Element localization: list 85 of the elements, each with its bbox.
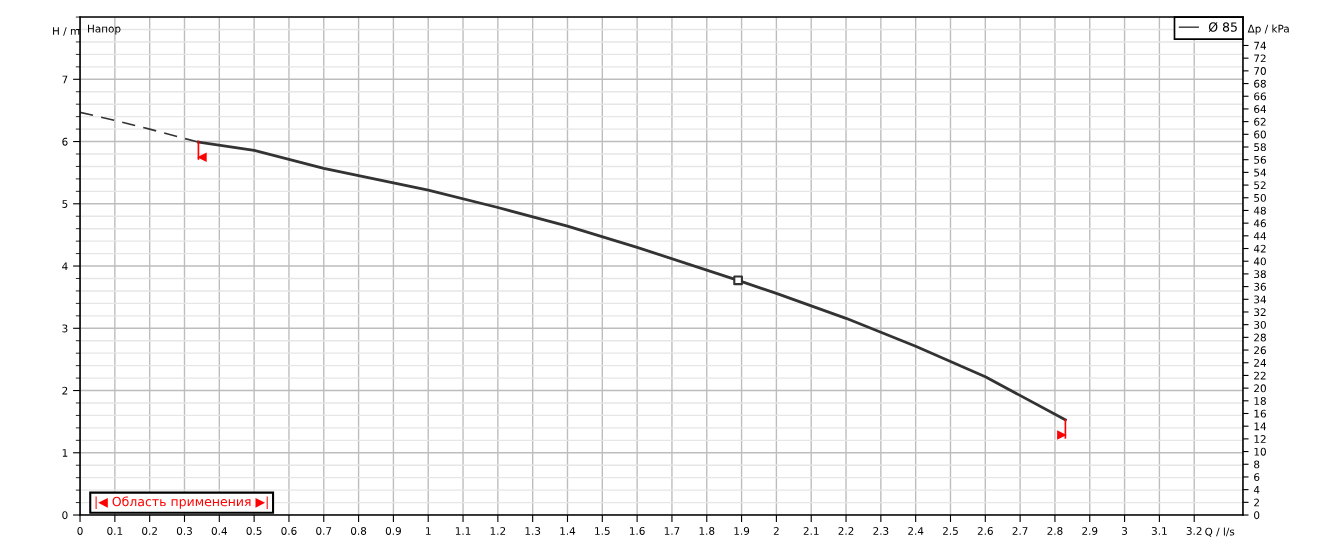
- y2-tick-label: 68: [1254, 79, 1266, 88]
- y2-tick-label: 8: [1254, 460, 1260, 469]
- y2-tick-label: 2: [1254, 498, 1259, 507]
- y2-tick-label: 30: [1254, 320, 1266, 329]
- y2-tick-label: 56: [1254, 155, 1266, 164]
- y2-tick-label: 46: [1253, 219, 1266, 228]
- x-tick-label: 2.3: [873, 527, 889, 535]
- y2-tick-label: 48: [1253, 206, 1266, 215]
- y-tick-label: 4: [62, 262, 68, 270]
- x-tick-label: 1.3: [525, 527, 541, 535]
- x-tick-label: 3.2: [1186, 527, 1202, 535]
- x-tick-label: 0.3: [176, 527, 192, 535]
- y2-tick-label: 10: [1254, 447, 1266, 456]
- y-tick-label: 7: [62, 75, 68, 84]
- y-tick-label: 1: [62, 449, 68, 457]
- y2-tick-label: 40: [1253, 257, 1266, 266]
- x-tick-label: 0.7: [316, 527, 332, 535]
- y2-tick-label: 60: [1254, 130, 1266, 139]
- legend-label: Ø 85: [1208, 22, 1237, 32]
- y2-tick-label: 70: [1254, 67, 1266, 75]
- y2-axis-title: Δp / kPa: [1247, 24, 1289, 35]
- y2-tick-label: 32: [1254, 308, 1266, 317]
- x-tick-label: 1.4: [560, 527, 576, 535]
- y2-tick-label: 58: [1254, 143, 1266, 152]
- x-tick-label: 3: [1122, 527, 1128, 535]
- x-tick-label: 0.6: [281, 527, 297, 535]
- x-tick-label: 1.8: [699, 527, 715, 535]
- y2-tick-label: 50: [1254, 193, 1266, 202]
- x-tick-label: 0.1: [107, 527, 123, 535]
- y-tick-label: 6: [62, 137, 68, 146]
- y-tick-label: 2: [62, 386, 68, 395]
- x-tick-label: 2.6: [977, 527, 993, 535]
- x-tick-label: 2.4: [908, 527, 924, 535]
- y2-tick-label: 28: [1254, 333, 1266, 342]
- annotation: Напор: [88, 24, 121, 35]
- x-tick-label: 1.2: [490, 527, 506, 535]
- y-tick-label: 3: [62, 324, 68, 333]
- y2-tick-label: 16: [1254, 409, 1266, 418]
- x-tick-label: 0: [77, 527, 83, 535]
- x-tick-label: 1.9: [734, 527, 750, 535]
- y2-tick-label: 22: [1254, 371, 1266, 380]
- y2-tick-label: 14: [1254, 422, 1267, 431]
- x-tick-label: 0.8: [350, 527, 367, 535]
- y2-tick-label: 38: [1254, 270, 1266, 279]
- x-tick-label: 1: [426, 527, 431, 535]
- x-tick-label: 0.2: [142, 527, 157, 535]
- y-tick-label: 0: [62, 511, 68, 520]
- y2-tick-label: 54: [1254, 168, 1267, 177]
- y2-tick-label: 64: [1254, 105, 1267, 114]
- y-tick-label: 5: [62, 200, 68, 208]
- x-tick-label: 0.5: [246, 527, 262, 535]
- x-tick-label: 2.7: [1012, 527, 1028, 535]
- x-tick-label: 1.5: [595, 527, 610, 535]
- y2-tick-label: 0: [1254, 511, 1260, 520]
- x-tick-label: 1.1: [455, 527, 471, 535]
- y2-tick-label: 66: [1254, 92, 1266, 101]
- annotation: ▶: [1057, 430, 1067, 440]
- y2-tick-label: 44: [1253, 232, 1267, 240]
- y2-tick-label: 20: [1254, 384, 1266, 393]
- x-tick-label: 3.1: [1151, 527, 1167, 535]
- y2-tick-label: 24: [1254, 358, 1267, 367]
- y2-tick-label: 62: [1254, 117, 1266, 126]
- y2-tick-label: 6: [1254, 473, 1260, 482]
- y2-tick-label: 36: [1254, 282, 1266, 291]
- x-tick-label: 1.6: [629, 527, 645, 535]
- y2-tick-label: 12: [1254, 435, 1266, 443]
- annotation: |◀ Область применения ▶|: [95, 496, 268, 510]
- x-tick-label: 2.9: [1082, 527, 1098, 535]
- x-tick-label: 2.5: [942, 527, 958, 535]
- x-tick-label: 0.4: [211, 527, 228, 535]
- y2-tick-label: 26: [1254, 346, 1266, 355]
- x-tick-label: 2.2: [838, 527, 854, 535]
- x-tick-label: 1.7: [664, 527, 680, 535]
- x-tick-label: 2.1: [803, 527, 819, 535]
- y2-tick-label: 74: [1254, 41, 1267, 50]
- y2-tick-label: 72: [1254, 54, 1266, 63]
- y2-tick-label: 4: [1253, 486, 1260, 494]
- y2-tick-label: 52: [1254, 181, 1266, 190]
- y2-tick-label: 34: [1254, 295, 1267, 304]
- x-axis-title: Q / l/s: [1205, 527, 1235, 537]
- y2-tick-label: 42: [1253, 244, 1266, 253]
- y2-tick-label: 18: [1254, 397, 1266, 405]
- x-tick-label: 0.9: [385, 527, 401, 535]
- x-tick-label: 2: [773, 527, 779, 535]
- x-tick-label: 2.8: [1047, 527, 1063, 535]
